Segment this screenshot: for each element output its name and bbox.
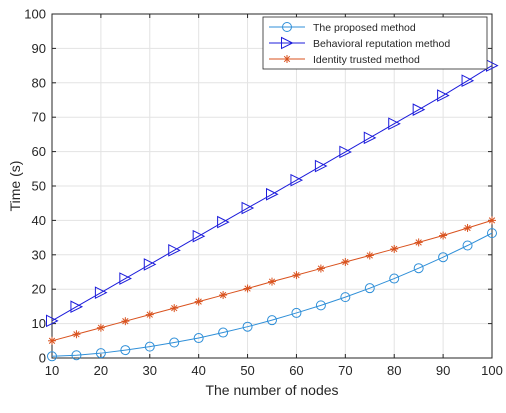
x-tick-label: 60 [289,363,303,378]
series-line [51,232,493,357]
y-tick-label: 70 [32,110,46,125]
data-point [341,258,350,267]
data-point [364,283,375,294]
y-tick-label: 0 [39,351,46,366]
data-point [267,315,277,326]
y-tick-label: 20 [32,282,46,297]
legend-item: The proposed method [269,22,416,34]
data-point [412,103,426,116]
series-line [51,65,493,322]
data-point [47,351,57,362]
data-point [314,159,328,173]
data-point [339,145,352,159]
data-point [95,348,106,359]
data-point [266,187,279,201]
legend-marker [282,22,292,32]
y-axis-title: Time (s) [7,161,23,212]
legend-label: Identity trusted method [313,54,420,66]
data-point [144,341,155,352]
x-tick-label: 90 [436,363,450,378]
y-tick-label: 80 [32,75,46,90]
series-2 [46,59,499,328]
data-point [292,271,301,280]
data-point [461,74,475,88]
legend: The proposed method Behavioral reputation… [262,16,488,70]
data-point [243,284,252,293]
data-point [96,323,105,332]
data-point [241,201,255,215]
data-point [268,277,276,286]
data-point [48,336,56,345]
data-point [121,317,130,326]
data-point [413,263,424,274]
x-tick-label: 10 [45,363,59,378]
data-point [170,304,179,313]
legend-label: Behavioral reputation method [313,38,450,50]
data-point [340,292,351,303]
x-tick-label: 50 [240,363,254,378]
data-point [71,350,82,361]
x-axis-ticks: 10 20 30 40 50 60 70 80 90 100 [45,14,503,378]
data-point [145,310,154,319]
x-tick-label: 100 [481,363,503,378]
x-tick-label: 80 [387,363,401,378]
data-point [46,314,59,328]
data-point [94,286,108,299]
y-tick-label: 50 [32,179,46,194]
data-point [192,229,206,243]
data-point [143,258,157,271]
x-tick-label: 20 [94,363,108,378]
data-point [242,321,253,332]
data-point [72,330,81,339]
data-point [169,337,180,348]
data-point [437,89,450,102]
data-point [119,272,132,285]
data-point [218,327,229,338]
data-point [463,223,472,232]
x-tick-label: 70 [338,363,352,378]
y-tick-label: 90 [32,41,46,56]
x-axis-title: The number of nodes [205,382,338,398]
data-point [120,345,131,356]
data-point [439,231,448,240]
data-point [217,215,230,229]
data-point [316,264,325,273]
data-point [194,297,203,306]
y-tick-label: 60 [32,144,46,159]
data-point [193,333,204,344]
y-axis-ticks: 0 10 20 30 40 50 60 70 80 90 100 [24,7,492,366]
data-point [291,307,302,318]
data-point [365,251,374,260]
data-point [168,244,181,257]
data-point [388,117,401,131]
data-point [363,131,377,145]
data-point [488,216,496,225]
data-point [389,273,400,284]
legend-marker [281,36,294,50]
legend-item: Behavioral reputation method [269,36,450,50]
data-point [438,252,449,263]
x-tick-label: 30 [143,363,157,378]
x-tick-label: 40 [191,363,205,378]
series-3 [48,216,496,345]
data-point [70,300,84,314]
data-point [390,244,399,253]
legend-item: Identity trusted method [269,54,420,66]
data-point [315,300,326,311]
series-1 [47,228,497,362]
data-point [414,238,423,247]
legend-label: The proposed method [313,22,416,34]
y-tick-label: 30 [32,247,46,262]
y-tick-label: 10 [32,316,46,331]
data-point [290,173,304,187]
legend-marker [283,55,291,63]
data-point [462,240,473,251]
y-tick-label: 100 [24,7,46,22]
data-point [487,228,497,239]
y-tick-label: 40 [32,213,46,228]
data-point [219,291,228,300]
